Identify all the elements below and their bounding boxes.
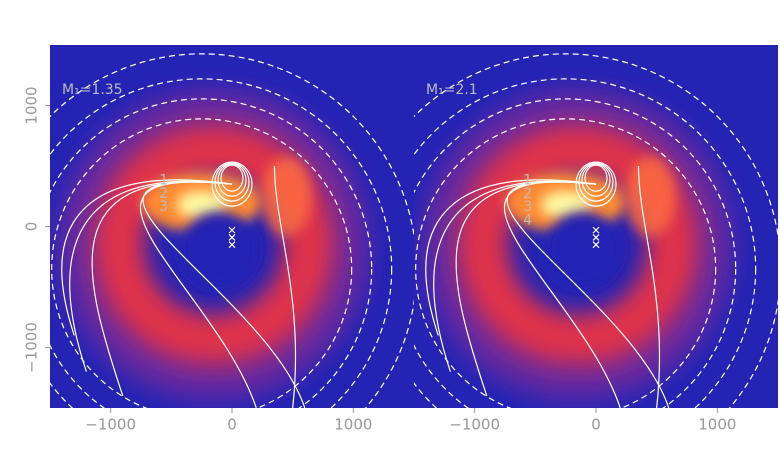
curve-label: 3: [159, 199, 168, 215]
cross-marker: [592, 233, 600, 241]
dashed-orbit: [50, 98, 373, 408]
emission-ring: [457, 124, 698, 365]
x-tick-label: 1000: [334, 416, 372, 434]
solid-orbit: [61, 179, 233, 336]
roche-lobe: [581, 163, 611, 197]
solid-orbit: [637, 165, 661, 408]
solid-orbit: [506, 181, 670, 408]
curve-label: 2: [159, 186, 168, 202]
dashed-orbit: [51, 118, 353, 408]
solid-orbit: [425, 179, 597, 336]
panel: [414, 45, 778, 408]
cross-marker: [592, 241, 600, 249]
emission-peak: [176, 190, 227, 219]
cross-marker: [228, 233, 236, 241]
cross-marker: [228, 241, 236, 249]
roche-lobe: [575, 161, 617, 207]
cross-marker: [592, 226, 600, 234]
x-tick-label: 1000: [698, 416, 736, 434]
dashed-orbit: [50, 78, 393, 408]
dashed-orbit: [414, 78, 757, 408]
roche-lobe: [211, 161, 253, 207]
y-tick-label: 1000: [23, 86, 41, 124]
y-tick-label: −1000: [23, 322, 41, 373]
roche-lobe: [214, 162, 250, 202]
curve-label: 2: [523, 186, 532, 202]
panel: [50, 45, 414, 408]
emission-spot: [625, 156, 676, 237]
cross-marker: [228, 226, 236, 234]
curve-label: 3: [523, 199, 532, 215]
solid-orbit: [273, 165, 297, 408]
x-tick-label: 0: [227, 416, 237, 434]
curve-label: 1: [159, 173, 168, 189]
solid-orbit: [139, 181, 257, 408]
roche-lobe: [217, 163, 247, 197]
roche-lobe: [220, 164, 244, 192]
dashed-orbit: [50, 53, 414, 408]
dashed-orbit: [414, 53, 778, 408]
panel-annotation: M₁=1.35: [62, 82, 123, 98]
solid-orbit: [503, 181, 621, 408]
curve-label: 4: [523, 212, 532, 228]
solid-orbit: [142, 181, 306, 408]
emission-peak: [540, 190, 591, 219]
x-tick-label: −1000: [85, 416, 136, 434]
y-tick-label: 0: [23, 222, 41, 232]
center-hole: [180, 211, 257, 288]
x-tick-label: 0: [591, 416, 601, 434]
panel-annotation: M₁=2.1: [426, 82, 478, 98]
dashed-orbit: [415, 118, 717, 408]
roche-lobe: [584, 164, 608, 192]
x-tick-label: −1000: [449, 416, 500, 434]
center-hole: [544, 211, 621, 288]
emission-ring: [93, 124, 334, 365]
curve-label: 1: [523, 173, 532, 189]
emission-spot: [261, 156, 312, 237]
solid-orbit: [433, 180, 597, 372]
roche-lobe: [578, 162, 614, 202]
dashed-orbit: [414, 98, 737, 408]
solid-orbit: [69, 180, 233, 372]
